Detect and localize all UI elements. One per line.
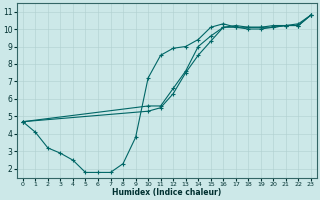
X-axis label: Humidex (Indice chaleur): Humidex (Indice chaleur) [112,188,221,197]
